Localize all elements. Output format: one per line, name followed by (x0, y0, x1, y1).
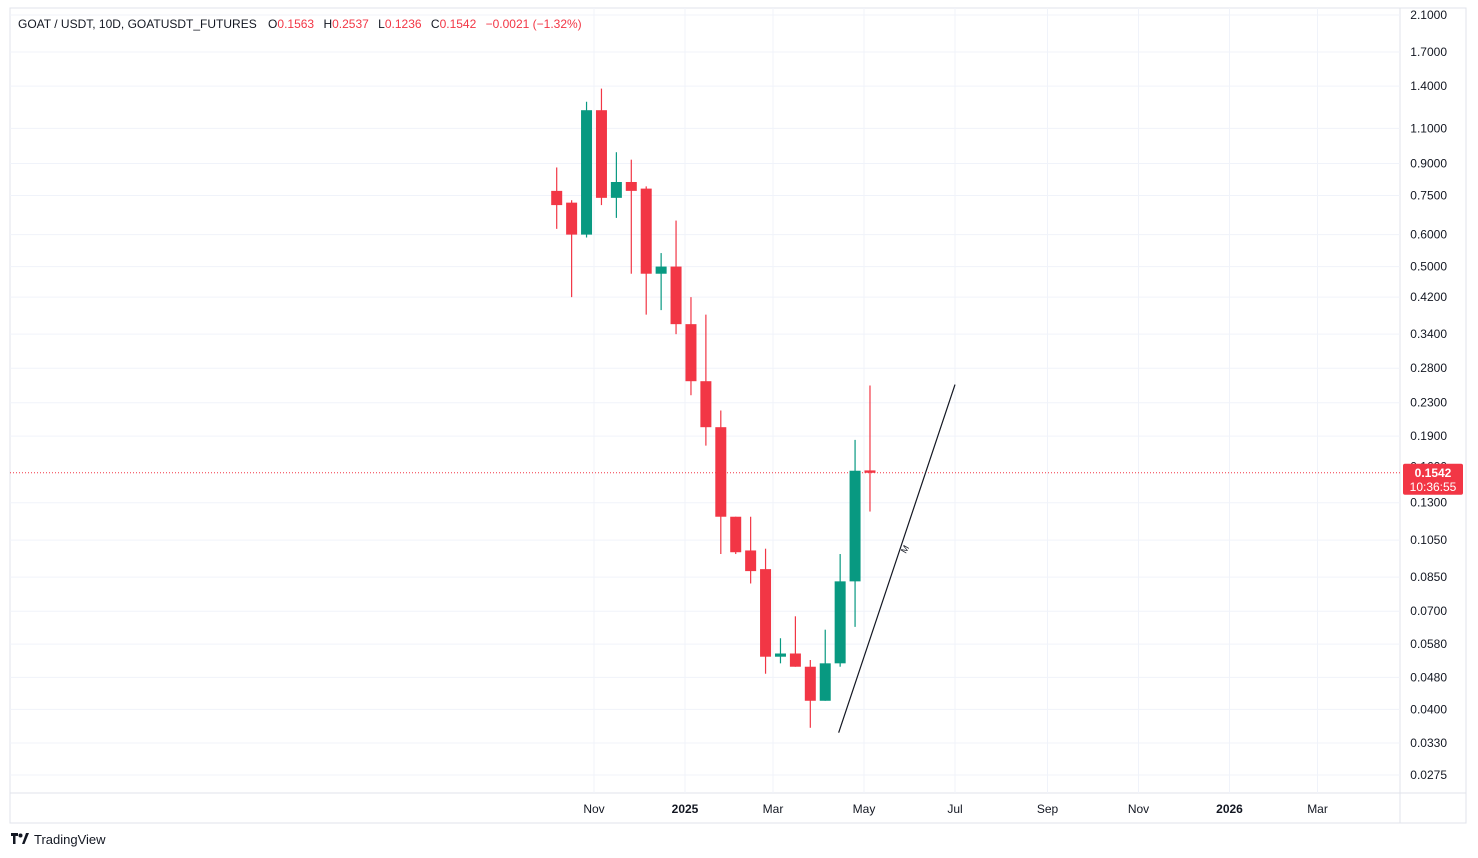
candle-down (789, 653, 801, 667)
candle-up (655, 266, 667, 274)
symbol-title: GOAT / USDT, 10D, GOATUSDT_FUTURES (18, 17, 257, 31)
low-value: 0.1236 (384, 17, 422, 31)
candle-up (581, 110, 593, 235)
candle-up (849, 470, 861, 582)
candle-up (610, 181, 622, 198)
x-tick-label: May (853, 802, 876, 816)
x-tick-label: Mar (763, 802, 784, 816)
y-tick-label: 0.3400 (1410, 327, 1447, 341)
candle-down (700, 381, 712, 428)
y-tick-label: 0.1900 (1410, 429, 1447, 443)
trend-line-drawing[interactable] (838, 384, 956, 733)
y-tick-label: 2.1000 (1410, 8, 1447, 22)
y-tick-label: 0.2300 (1410, 396, 1447, 410)
candle-up (834, 581, 846, 664)
low-label: L (378, 17, 385, 31)
candle-down (864, 470, 876, 473)
candle-down (551, 190, 563, 206)
x-tick-label: Sep (1037, 802, 1059, 816)
x-tick-label: Jul (947, 802, 962, 816)
y-tick-label: 0.0700 (1410, 604, 1447, 618)
candle-down (640, 188, 652, 274)
y-tick-label: 1.4000 (1410, 79, 1447, 93)
y-tick-label: 0.4200 (1410, 290, 1447, 304)
last-price-value: 0.1542 (1415, 466, 1452, 480)
open-label: O (268, 17, 278, 31)
close-value: 0.1542 (439, 17, 477, 31)
bar-countdown: 10:36:55 (1410, 480, 1457, 494)
last-price-badge (1403, 463, 1463, 495)
change-value: −0.0021 (−1.32%) (485, 17, 582, 31)
tradingview-logo-icon (11, 832, 29, 844)
x-tick-label: 2025 (672, 802, 699, 816)
candle-down (745, 550, 757, 572)
y-tick-label: 0.9000 (1410, 157, 1447, 171)
chart-frame (9, 7, 1467, 824)
y-tick-label: 0.1300 (1410, 496, 1447, 510)
y-tick-label: 1.1000 (1410, 121, 1447, 135)
x-tick-label: Nov (1128, 802, 1149, 816)
y-tick-label: 0.0275 (1410, 768, 1447, 782)
y-tick-label: 0.0400 (1410, 702, 1447, 716)
y-tick-label: 0.2800 (1410, 361, 1447, 375)
x-tick-label: Mar (1307, 802, 1328, 816)
y-tick-label: 0.0480 (1410, 670, 1447, 684)
high-value: 0.2537 (332, 17, 369, 31)
y-tick-label: 0.0850 (1410, 570, 1447, 584)
chart-legend: GOAT / USDT, 10D, GOATUSDT_FUTURES O0.15… (18, 17, 588, 31)
y-tick-label: 0.0580 (1410, 637, 1447, 651)
drawing-annotation: M (899, 544, 911, 555)
x-tick-label: 2026 (1216, 802, 1243, 816)
y-tick-label: 0.5000 (1410, 260, 1447, 274)
candle-up (819, 663, 831, 701)
y-tick-label: 0.0330 (1410, 736, 1447, 750)
y-tick-label: 0.1050 (1410, 533, 1447, 547)
candle-down (566, 202, 578, 235)
y-tick-label: 0.6000 (1410, 228, 1447, 242)
candle-down (804, 666, 816, 701)
candle-down (670, 266, 682, 325)
x-tick-label: Nov (583, 802, 604, 816)
candle-down (685, 324, 697, 382)
tradingview-brand[interactable]: TradingView (10, 832, 106, 847)
close-label: C (430, 17, 440, 31)
candle-up (774, 653, 786, 657)
candle-down (760, 569, 772, 657)
y-tick-label: 1.7000 (1410, 45, 1447, 59)
y-tick-label: 0.7500 (1410, 188, 1447, 202)
candle-down (625, 181, 637, 191)
candle-down (715, 427, 727, 517)
candle-down (595, 110, 607, 198)
high-label: H (323, 17, 333, 31)
candle-down (730, 516, 742, 553)
brand-name: TradingView (34, 832, 106, 847)
open-value: 0.1563 (277, 17, 315, 31)
